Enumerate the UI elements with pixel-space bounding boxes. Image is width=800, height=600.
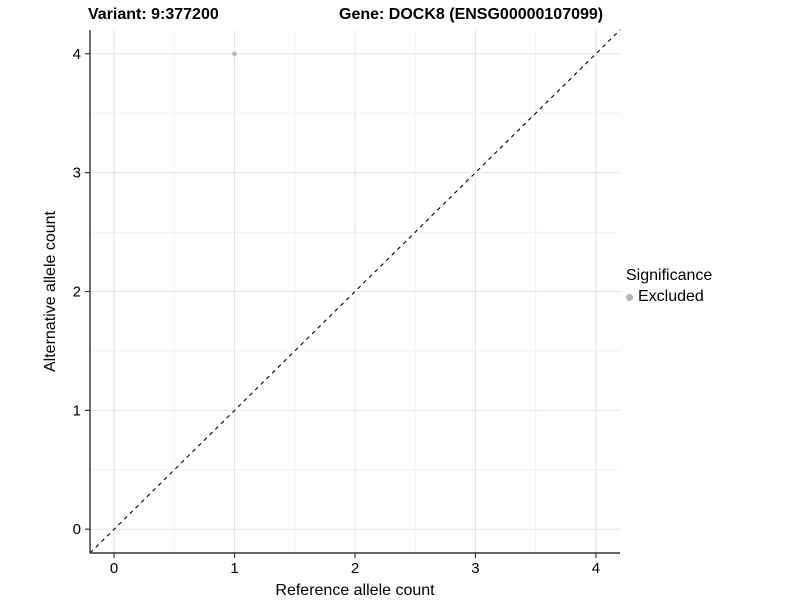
y-tick-label: 1 <box>73 402 81 419</box>
x-tick-label: 4 <box>592 560 600 577</box>
legend-item-excluded: Excluded <box>626 288 712 306</box>
x-axis-title: Reference allele count <box>275 582 435 599</box>
x-tick-label: 3 <box>471 560 479 577</box>
data-point <box>232 51 237 56</box>
x-tick-label: 2 <box>351 560 359 577</box>
legend-item-label: Excluded <box>638 288 704 306</box>
y-tick-label: 0 <box>73 521 81 538</box>
legend-title: Significance <box>626 266 712 286</box>
x-tick-label: 1 <box>230 560 238 577</box>
y-tick-label: 3 <box>73 165 81 182</box>
excluded-dot-icon <box>626 294 633 301</box>
y-tick-label: 2 <box>73 284 81 301</box>
x-tick-label: 0 <box>110 560 118 577</box>
legend: Significance Excluded <box>626 266 712 306</box>
y-tick-label: 4 <box>73 46 81 63</box>
y-axis-title: Alternative allele count <box>42 210 59 372</box>
